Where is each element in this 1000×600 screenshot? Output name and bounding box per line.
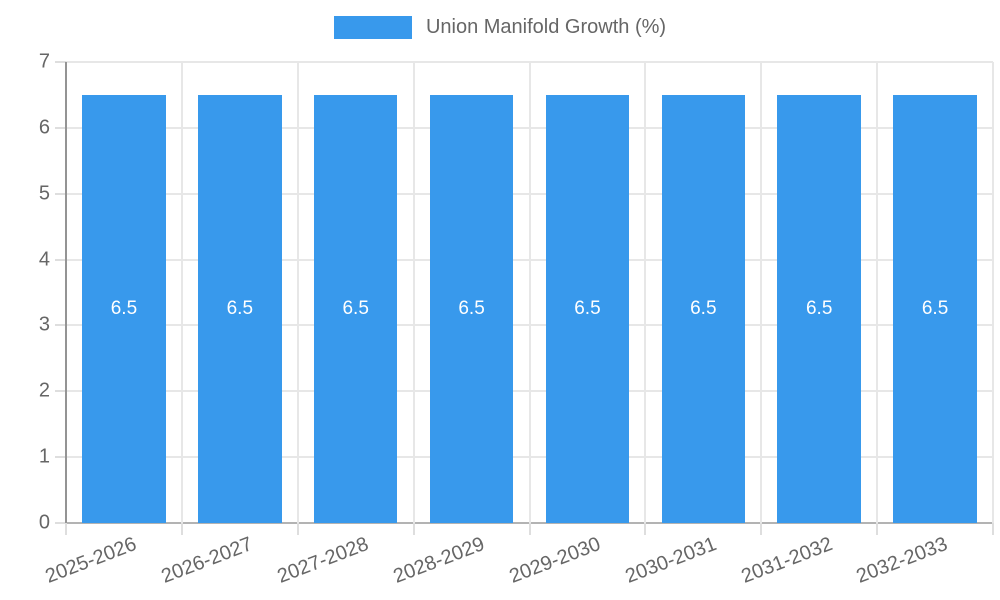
y-tick-mark	[55, 258, 66, 261]
x-tick-label: 2030-2031	[622, 533, 720, 588]
bar-2029-2030	[545, 94, 630, 523]
y-tick-label: 2	[38, 379, 50, 402]
x-gridline	[992, 62, 994, 523]
bar-value-label: 6.5	[805, 297, 833, 319]
y-tick-mark	[55, 192, 66, 195]
x-gridline	[528, 62, 531, 523]
x-tick-label: 2028-2029	[390, 533, 488, 588]
x-gridline	[876, 62, 879, 523]
bar-value-label: 6.5	[574, 297, 601, 319]
bar-value-label: 6.5	[342, 297, 369, 319]
y-tick-label: 1	[38, 445, 50, 468]
bar-2030-2031	[661, 94, 746, 523]
bar-2025-2026	[82, 94, 166, 523]
y-tick-label: 5	[38, 182, 50, 205]
y-tick-label: 6	[38, 116, 50, 139]
x-gridline	[760, 62, 763, 523]
x-tick-mark	[65, 523, 67, 535]
x-gridline	[412, 62, 415, 523]
x-gridline	[644, 62, 647, 523]
bar-value-label: 6.5	[690, 297, 717, 319]
y-tick-label: 7	[38, 50, 50, 73]
x-tick-mark	[760, 523, 763, 535]
y-tick-mark	[55, 390, 66, 393]
bar-value-label: 6.5	[921, 297, 949, 319]
x-tick-label: 2027-2028	[274, 533, 372, 588]
y-gridline	[66, 61, 993, 63]
bar-2028-2029	[429, 94, 514, 523]
x-gridline	[296, 62, 299, 523]
bar-2026-2027	[198, 94, 282, 523]
x-tick-mark	[412, 523, 415, 535]
legend-label: Union Manifold Growth (%)	[425, 16, 667, 38]
chart-legend[interactable]: Union Manifold Growth (%)	[0, 16, 1000, 39]
bar-value-label: 6.5	[458, 297, 485, 319]
y-tick-mark	[55, 126, 66, 129]
y-tick-mark	[55, 456, 66, 459]
legend-swatch-icon	[333, 16, 412, 39]
y-axis-line	[65, 62, 67, 523]
y-tick-mark	[55, 522, 66, 524]
y-tick-mark	[55, 324, 66, 327]
y-tick-label: 0	[38, 511, 50, 534]
x-gridline	[180, 62, 183, 523]
x-tick-mark	[296, 523, 299, 535]
x-tick-mark	[180, 523, 183, 535]
x-tick-mark	[992, 523, 994, 535]
x-tick-mark	[876, 523, 879, 535]
x-tick-label: 2025-2026	[42, 533, 140, 588]
x-tick-label: 2031-2032	[737, 533, 836, 588]
bar-2027-2028	[313, 94, 398, 523]
x-tick-label: 2026-2027	[158, 533, 256, 588]
x-tick-mark	[644, 523, 647, 535]
bar-2031-2032	[777, 94, 861, 523]
y-tick-label: 3	[38, 313, 50, 336]
bar-value-label: 6.5	[110, 297, 138, 319]
y-tick-label: 4	[38, 248, 50, 271]
y-tick-mark	[55, 61, 66, 63]
bar-2032-2033	[893, 94, 977, 523]
x-tick-label: 2029-2030	[506, 533, 604, 588]
x-tick-mark	[528, 523, 531, 535]
bar-value-label: 6.5	[226, 297, 254, 319]
x-tick-label: 2032-2033	[853, 533, 951, 588]
